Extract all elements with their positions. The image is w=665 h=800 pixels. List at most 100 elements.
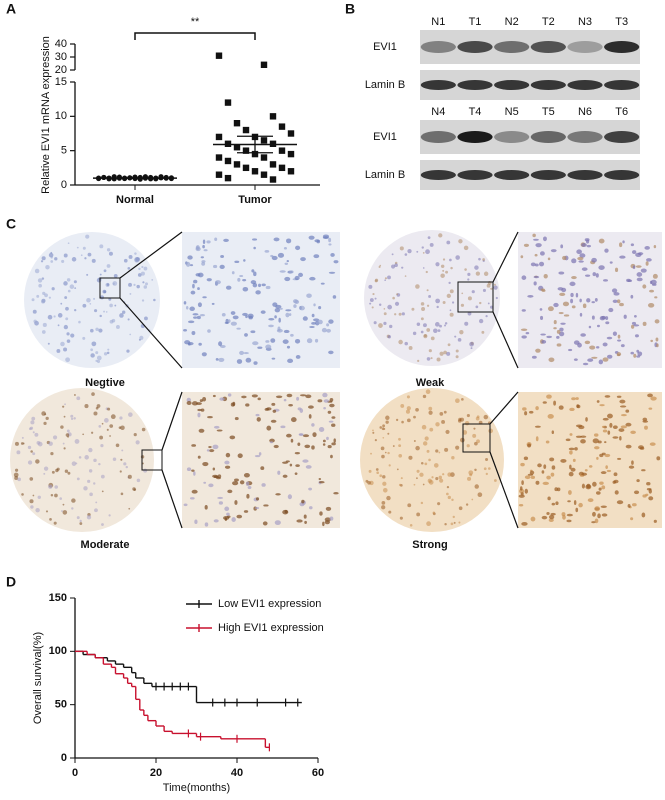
tissue-texture [50, 494, 54, 497]
tissue-texture [80, 254, 83, 257]
tissue-texture [459, 329, 464, 335]
y-tick-label: 100 [49, 645, 67, 657]
cell-nucleus [540, 333, 546, 336]
cell-nucleus [642, 417, 648, 422]
cell-nucleus [591, 521, 596, 524]
tissue-texture [110, 414, 116, 420]
tissue-texture [108, 514, 111, 517]
tissue-texture [380, 446, 385, 451]
cell-nucleus [577, 342, 582, 348]
cell-nucleus [616, 353, 621, 357]
tissue-texture [59, 497, 62, 500]
cell-nucleus [328, 243, 332, 246]
tissue-texture [36, 294, 40, 298]
tissue-texture [93, 297, 96, 300]
tissue-texture [34, 432, 39, 437]
cell-nucleus [602, 342, 608, 347]
cell-nucleus [551, 502, 556, 506]
cell-nucleus [604, 441, 607, 444]
significance-bracket [134, 32, 256, 40]
tissue-texture [106, 283, 110, 286]
cell-nucleus [527, 294, 534, 298]
tissue-texture [398, 453, 403, 458]
tissue-texture [404, 275, 407, 277]
cell-nucleus [619, 399, 626, 404]
cell-nucleus [285, 312, 290, 318]
cell-nucleus [601, 425, 606, 428]
tissue-texture [455, 349, 459, 353]
cell-nucleus [543, 236, 547, 242]
zoom-image [182, 232, 340, 368]
cell-nucleus [324, 520, 330, 525]
cell-nucleus [546, 335, 552, 339]
cell-nucleus [591, 356, 598, 359]
cell-nucleus [625, 422, 632, 427]
x-tick-label: 20 [150, 767, 162, 779]
data-point [224, 157, 232, 165]
cell-nucleus [257, 397, 261, 401]
cell-nucleus [306, 338, 313, 344]
cell-nucleus [570, 292, 574, 298]
tissue-texture [415, 445, 420, 451]
cell-nucleus [232, 315, 239, 320]
cell-nucleus [587, 358, 594, 362]
cell-nucleus [224, 506, 230, 512]
tissue-texture [32, 452, 36, 456]
cell-nucleus [554, 487, 558, 492]
tissue-texture [50, 452, 54, 456]
cell-nucleus [207, 329, 211, 333]
cell-nucleus [329, 398, 334, 402]
cell-nucleus [558, 311, 564, 315]
tissue-texture [106, 248, 111, 252]
cell-nucleus [591, 315, 595, 320]
cell-nucleus [568, 447, 575, 451]
cell-nucleus [650, 279, 657, 285]
cell-nucleus [617, 339, 622, 342]
cell-nucleus [333, 438, 336, 443]
cell-nucleus [569, 464, 572, 470]
tissue-texture [89, 492, 93, 497]
cell-nucleus [616, 500, 624, 505]
cell-nucleus [206, 240, 211, 244]
tissue-texture [405, 409, 410, 414]
tissue-texture [76, 246, 79, 249]
tissue-texture [127, 318, 130, 321]
tissue-texture [368, 469, 372, 473]
cell-nucleus [553, 400, 557, 406]
blot-band [567, 80, 603, 90]
tissue-texture [458, 419, 462, 423]
tissue-texture [425, 270, 428, 274]
tissue-texture [37, 278, 43, 283]
tissue-texture [91, 341, 97, 347]
tissue-texture [43, 421, 47, 425]
tissue-texture [90, 353, 95, 358]
tissue-texture [372, 431, 375, 434]
zoom-connector [489, 391, 519, 425]
cell-nucleus [318, 481, 325, 484]
tissue-texture [119, 313, 124, 318]
cell-nucleus [581, 267, 588, 271]
tissue-texture [466, 444, 470, 448]
tissue-texture [458, 239, 463, 244]
tissue-texture [394, 313, 397, 316]
tissue-texture [54, 493, 58, 498]
tissue-texture [63, 415, 66, 418]
tissue-texture [416, 512, 421, 517]
lane-label: T6 [615, 106, 628, 118]
tissue-texture [93, 458, 97, 463]
tissue-texture [139, 335, 144, 340]
tissue-texture [101, 490, 104, 493]
tissue-texture [375, 468, 379, 471]
tissue-texture [387, 451, 390, 455]
cell-nucleus [572, 458, 576, 462]
cell-nucleus [328, 271, 336, 274]
tissue-texture [385, 420, 389, 424]
lane-label: N5 [505, 106, 519, 118]
tissue-texture [94, 309, 98, 313]
tissue-texture [406, 406, 411, 411]
cell-nucleus [563, 314, 570, 317]
cell-nucleus [602, 357, 609, 362]
tissue-texture [446, 492, 449, 496]
cell-nucleus [642, 284, 647, 289]
tissue-texture [79, 519, 82, 523]
